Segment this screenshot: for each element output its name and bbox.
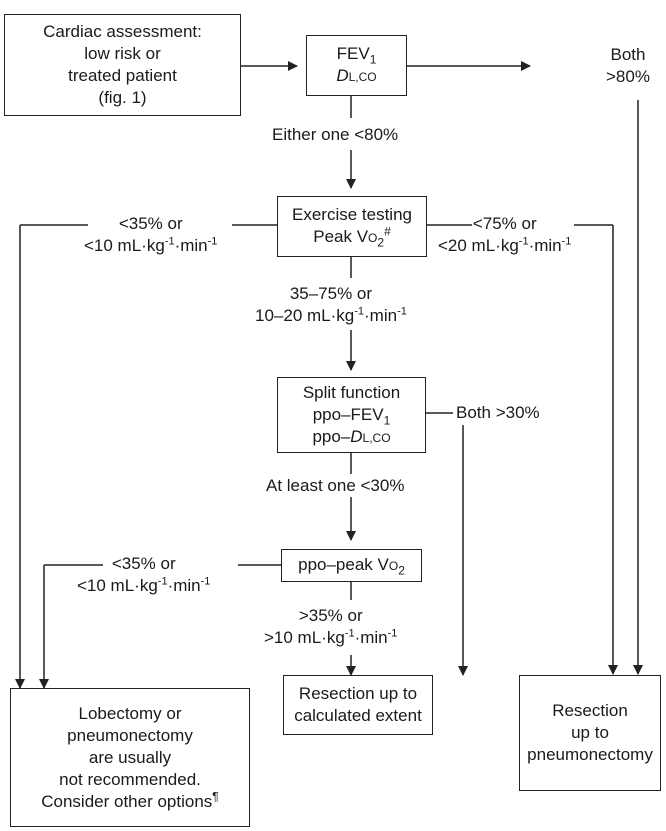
cardiac-line-4: (fig. 1) [98, 88, 147, 107]
split-line-3: ppo–DL,CO [312, 426, 391, 446]
exercise-testing-box: Exercise testing Peak VO2# [277, 196, 427, 257]
label-gt35-gt10: >35% or >10 mL·kg-1·min-1 [264, 605, 398, 649]
ppo-peak-vo2-box: ppo–peak VO2 [281, 549, 422, 582]
label-atleast-one-under-30: At least one <30% [266, 475, 405, 497]
split-line-1: Split function [302, 382, 401, 402]
label-both-over-30: Both >30% [456, 403, 540, 422]
fev1-text: FEV1 [336, 44, 377, 67]
split-function-box: Split function ppo–FEV1 ppo–DL,CO [277, 377, 426, 453]
cardiac-line-2: low risk or [84, 44, 161, 63]
resection-calculated-box: Resection up to calculated extent [283, 675, 433, 735]
cardiac-line-3: treated patient [68, 66, 177, 85]
label-either-under-80: Either one <80% [272, 124, 399, 146]
dlco-text: DL,CO [336, 66, 377, 85]
not-recommended-box: Lobectomy or pneumonectomy are usually n… [10, 688, 250, 827]
exercise-line-1: Exercise testing [292, 205, 412, 224]
label-lt75-lt20: <75% or <20 mL·kg-1·min-1 [438, 214, 572, 255]
label-both-over-80: Both >80% [606, 45, 650, 86]
label-35-75-range: 35–75% or 10–20 mL·kg-1·min-1 [255, 283, 407, 327]
cardiac-line-1: Cardiac assessment: [43, 22, 202, 41]
exercise-line-2: Peak VO2# [313, 224, 391, 250]
cardiac-assessment-box: Cardiac assessment: low risk or treated … [4, 14, 241, 116]
resection-pneumonectomy-box: Resection up to pneumonectomy [519, 675, 661, 791]
fev1-dlco-box: FEV1 DL,CO [306, 35, 407, 96]
label-lt35-lt10-exercise: <35% or <10 mL·kg-1·min-1 [84, 214, 218, 255]
label-lt35-lt10-ppo: <35% or <10 mL·kg-1·min-1 [77, 554, 211, 595]
split-line-2: ppo–FEV1 [312, 404, 391, 427]
